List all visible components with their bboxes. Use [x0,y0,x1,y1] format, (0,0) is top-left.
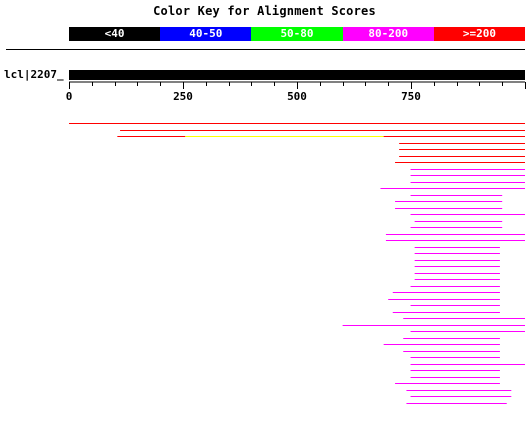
alignment-hits [0,0,529,421]
blast-alignment-overview: Color Key for Alignment Scores <40 40-50… [0,0,529,421]
